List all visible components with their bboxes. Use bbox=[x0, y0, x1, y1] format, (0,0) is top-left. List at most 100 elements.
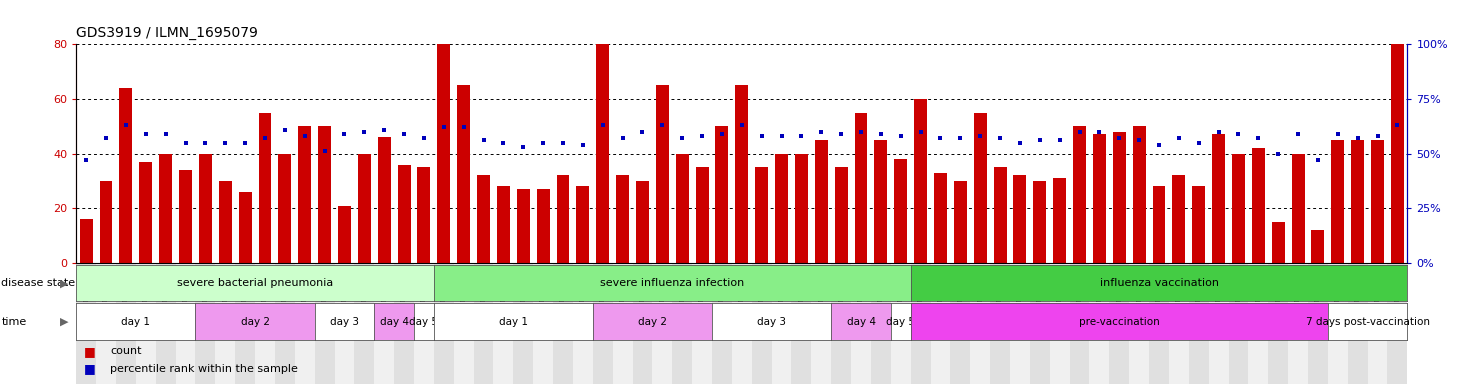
Bar bbox=[1331, 140, 1344, 263]
Point bbox=[830, 131, 853, 137]
Point bbox=[452, 124, 475, 131]
Bar bbox=[973, 113, 987, 263]
Bar bbox=[950, 263, 970, 384]
Text: 7 days post-vaccination: 7 days post-vaccination bbox=[1306, 316, 1429, 327]
Bar bbox=[1252, 148, 1265, 263]
Bar bbox=[97, 263, 116, 384]
Bar bbox=[834, 167, 847, 263]
Bar bbox=[339, 205, 350, 263]
Text: day 1: day 1 bbox=[498, 316, 528, 327]
Text: ▶: ▶ bbox=[60, 316, 69, 327]
Point bbox=[1067, 129, 1091, 135]
Bar bbox=[831, 263, 852, 384]
Bar bbox=[1094, 134, 1105, 263]
Bar bbox=[632, 263, 652, 384]
Point bbox=[75, 157, 98, 163]
Bar bbox=[1110, 263, 1129, 384]
Bar bbox=[616, 175, 629, 263]
Bar bbox=[76, 263, 97, 384]
Point bbox=[1346, 135, 1369, 141]
Bar bbox=[195, 263, 216, 384]
Bar bbox=[457, 85, 471, 263]
Point bbox=[969, 133, 992, 139]
Bar bbox=[871, 263, 891, 384]
Text: count: count bbox=[110, 346, 141, 356]
Bar bbox=[1013, 175, 1026, 263]
Bar bbox=[811, 263, 831, 384]
Point bbox=[254, 135, 277, 141]
Bar bbox=[994, 167, 1007, 263]
Bar bbox=[216, 263, 235, 384]
Bar bbox=[1070, 263, 1089, 384]
Text: day 5: day 5 bbox=[409, 316, 438, 327]
Bar bbox=[355, 263, 374, 384]
Point bbox=[114, 122, 138, 128]
Bar bbox=[755, 167, 768, 263]
Bar bbox=[358, 154, 371, 263]
Text: GDS3919 / ILMN_1695079: GDS3919 / ILMN_1695079 bbox=[76, 26, 258, 40]
Point bbox=[1246, 135, 1270, 141]
Bar bbox=[792, 263, 811, 384]
Bar bbox=[1168, 263, 1189, 384]
Bar bbox=[537, 189, 550, 263]
Bar bbox=[1289, 263, 1308, 384]
Bar bbox=[258, 113, 271, 263]
Point bbox=[1327, 131, 1350, 137]
Bar bbox=[712, 263, 732, 384]
Bar bbox=[534, 263, 553, 384]
Text: day 2: day 2 bbox=[638, 316, 667, 327]
Text: influenza vaccination: influenza vaccination bbox=[1100, 278, 1218, 288]
Point bbox=[133, 131, 157, 137]
Bar bbox=[1208, 263, 1229, 384]
Bar bbox=[497, 186, 510, 263]
Bar bbox=[474, 263, 494, 384]
Bar bbox=[676, 154, 689, 263]
Bar bbox=[218, 181, 232, 263]
Bar bbox=[1031, 263, 1050, 384]
Bar bbox=[776, 154, 789, 263]
Bar bbox=[1272, 222, 1284, 263]
Point bbox=[194, 139, 217, 146]
Bar bbox=[752, 263, 771, 384]
Bar bbox=[1149, 263, 1168, 384]
Bar bbox=[179, 170, 192, 263]
Bar bbox=[1173, 175, 1186, 263]
Point bbox=[353, 129, 377, 135]
Bar bbox=[852, 263, 871, 384]
Bar bbox=[155, 263, 176, 384]
Bar bbox=[116, 263, 136, 384]
Bar bbox=[1352, 140, 1365, 263]
Point bbox=[1167, 135, 1190, 141]
Bar bbox=[136, 263, 155, 384]
Bar bbox=[413, 263, 434, 384]
Bar bbox=[513, 263, 534, 384]
Bar bbox=[592, 263, 613, 384]
Text: day 5: day 5 bbox=[887, 316, 915, 327]
Bar bbox=[557, 175, 569, 263]
Bar bbox=[235, 263, 255, 384]
Point bbox=[1088, 129, 1111, 135]
Point bbox=[233, 139, 257, 146]
Bar bbox=[1053, 178, 1066, 263]
Bar bbox=[1189, 263, 1208, 384]
Bar bbox=[517, 189, 529, 263]
Point bbox=[790, 133, 814, 139]
Point bbox=[333, 131, 356, 137]
Bar bbox=[652, 263, 673, 384]
Bar bbox=[1129, 263, 1149, 384]
Bar bbox=[931, 263, 950, 384]
Point bbox=[630, 129, 654, 135]
Point bbox=[154, 131, 177, 137]
Point bbox=[651, 122, 674, 128]
Point bbox=[710, 131, 733, 137]
Bar bbox=[100, 181, 113, 263]
Bar bbox=[1192, 186, 1205, 263]
Bar bbox=[874, 140, 887, 263]
Bar bbox=[815, 140, 828, 263]
Bar bbox=[695, 167, 708, 263]
Bar bbox=[636, 181, 649, 263]
Point bbox=[809, 129, 833, 135]
Point bbox=[949, 135, 972, 141]
Bar bbox=[1249, 263, 1268, 384]
Point bbox=[888, 133, 912, 139]
